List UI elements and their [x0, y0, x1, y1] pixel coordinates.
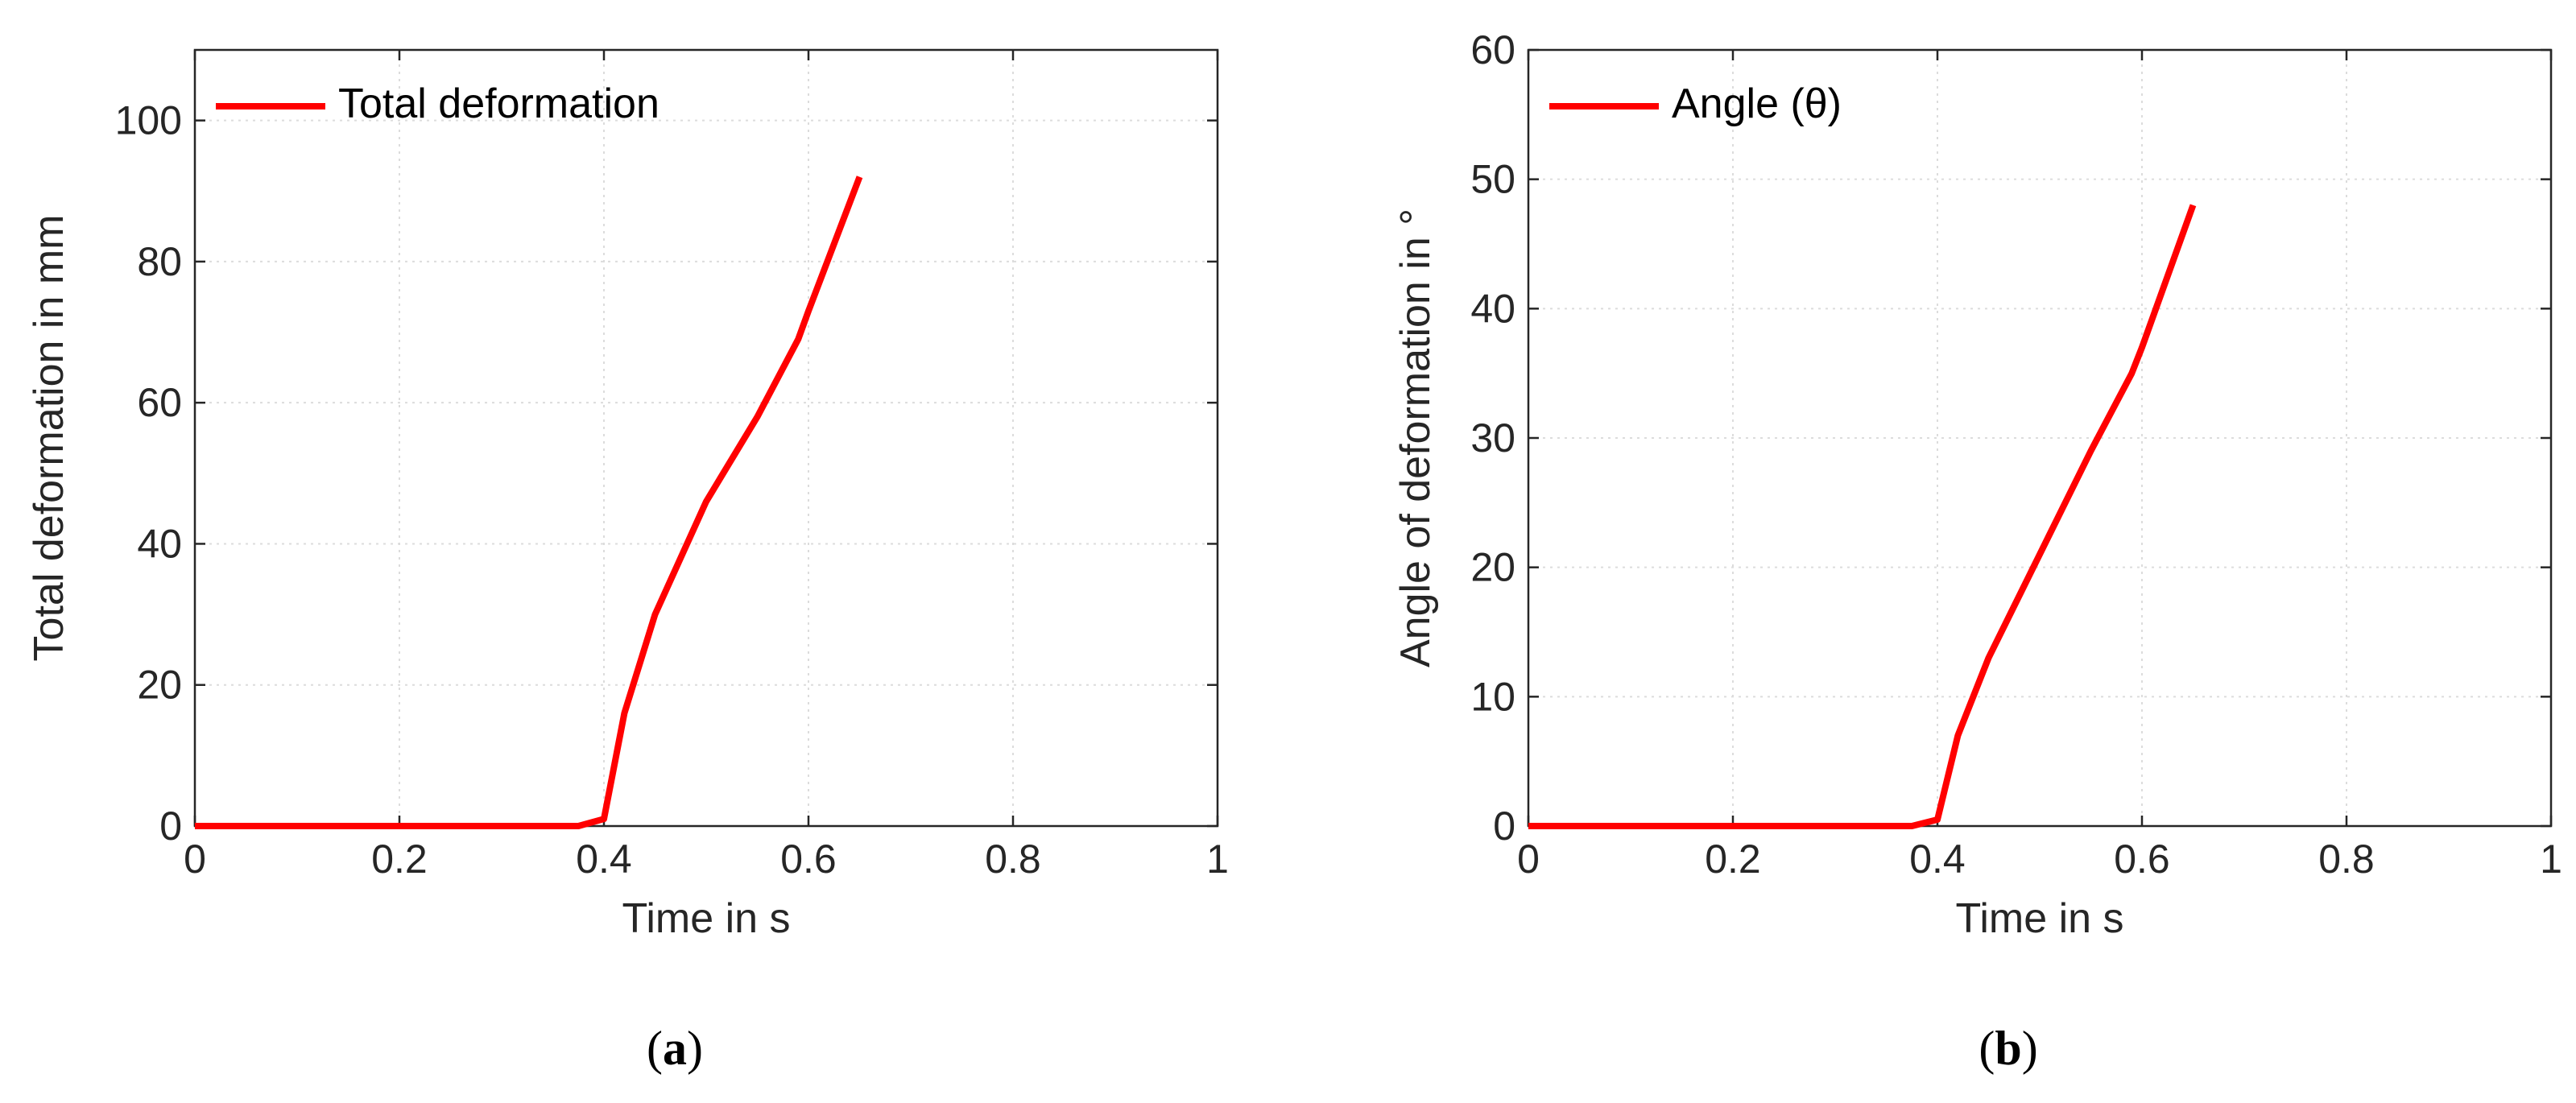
x-tick-label: 0 [184, 837, 206, 882]
caption-open-paren: ( [647, 1022, 663, 1075]
y-tick-label: 20 [137, 663, 182, 708]
x-tick-label: 0.2 [371, 837, 428, 882]
y-tick-label: 40 [1470, 286, 1515, 331]
plot-area [1528, 50, 2551, 826]
panel-a: 0 0.2 0.4 0.6 0.8 1 0 20 40 60 80 100 Time in s Total… [26, 48, 1229, 1075]
series-line [195, 176, 863, 829]
y-tick-label: 60 [1470, 27, 1515, 72]
y-axis-label: Angle of deformation in ° [1392, 209, 1439, 667]
y-tick-label: 30 [1470, 415, 1515, 461]
x-tick-label: 0 [1517, 837, 1540, 882]
axes-frame [193, 48, 1219, 828]
x-tick-label: 1 [2540, 837, 2562, 882]
caption-letter: b [1995, 1022, 2021, 1075]
caption-letter: a [663, 1022, 687, 1075]
legend-label: Angle (θ) [1672, 81, 1842, 127]
y-tick-label: 100 [115, 98, 182, 143]
y-axis-label: Total deformation in mm [26, 215, 72, 662]
legend-label: Total deformation [338, 81, 660, 127]
panel-caption: (b) [1979, 1022, 2037, 1075]
x-tick-label: 0.8 [985, 837, 1041, 882]
panel-caption: (a) [647, 1022, 703, 1075]
x-axis-label: Time in s [622, 895, 791, 942]
x-axis-label: Time in s [1956, 895, 2124, 942]
x-tick-label: 1 [1206, 837, 1229, 882]
y-tick-label: 0 [159, 803, 182, 849]
y-tick-label: 80 [137, 239, 182, 284]
plot-area [195, 50, 1218, 826]
y-tick-label: 40 [137, 521, 182, 566]
y-tick-label: 0 [1493, 803, 1515, 849]
y-tick-label: 60 [137, 380, 182, 425]
x-tick-label: 0.2 [1705, 837, 1761, 882]
caption-open-paren: ( [1979, 1022, 1995, 1075]
y-tick-label: 20 [1470, 545, 1515, 590]
x-tick-label: 0.4 [1909, 837, 1966, 882]
x-tick-label: 0.8 [2318, 837, 2375, 882]
x-tick-label: 0.6 [780, 837, 837, 882]
series-line [1528, 204, 2197, 829]
caption-close-paren: ) [2022, 1022, 2038, 1075]
x-tick-label: 0.4 [576, 837, 632, 882]
caption-close-paren: ) [687, 1022, 703, 1075]
y-tick-label: 10 [1470, 674, 1515, 719]
x-tick-label: 0.6 [2114, 837, 2170, 882]
y-tick-label: 50 [1470, 157, 1515, 202]
